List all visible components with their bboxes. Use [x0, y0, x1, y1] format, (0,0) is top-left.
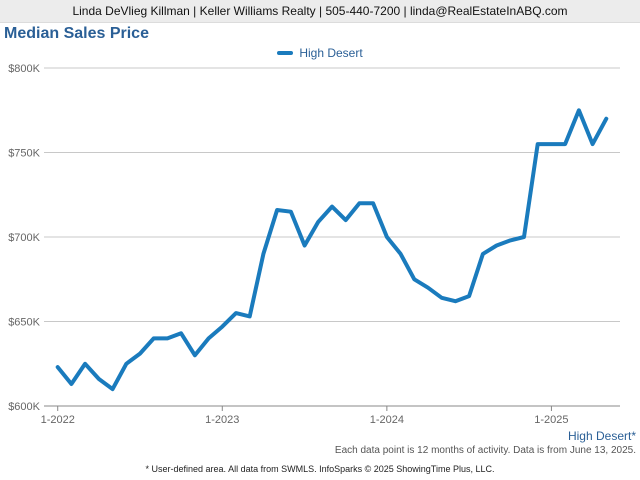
- y-tick-label: $750K: [8, 148, 40, 160]
- y-tick-label: $700K: [8, 232, 40, 244]
- x-tick-label: 1-2022: [41, 414, 75, 426]
- legend-swatch: [277, 51, 294, 55]
- chart-legend: High Desert: [0, 46, 640, 60]
- contact-header: Linda DeVlieg Killman | Keller Williams …: [0, 0, 640, 23]
- legend-label: High Desert: [299, 46, 363, 60]
- chart-title: Median Sales Price: [4, 25, 149, 42]
- x-tick-label: 1-2023: [205, 414, 239, 426]
- y-tick-label: $800K: [8, 63, 40, 75]
- data-note: Each data point is 12 months of activity…: [334, 445, 636, 456]
- contact-info: Linda DeVlieg Killman | Keller Williams …: [72, 4, 568, 18]
- area-label: High Desert*: [567, 429, 636, 443]
- x-tick-label: 1-2025: [534, 414, 568, 426]
- source-note: * User-defined area. All data from SWMLS…: [145, 464, 495, 474]
- y-tick-label: $600K: [8, 401, 40, 413]
- series-line-high-desert: [55, 108, 609, 392]
- y-tick-label: $650K: [8, 317, 40, 329]
- x-tick-label: 1-2024: [370, 414, 404, 426]
